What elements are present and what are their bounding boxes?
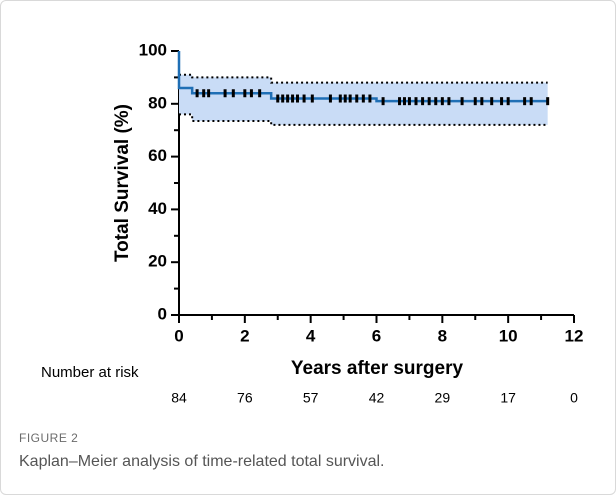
- censor-mark: [310, 94, 314, 103]
- censor-mark: [480, 97, 484, 106]
- x-axis-label: Years after surgery: [291, 358, 464, 379]
- censor-mark: [202, 89, 206, 98]
- censor-mark: [529, 97, 533, 106]
- censor-mark: [296, 94, 299, 103]
- censor-mark: [243, 89, 247, 98]
- x-tick-label: 10: [499, 326, 518, 345]
- censor-mark: [328, 94, 332, 103]
- at-risk-count: 42: [369, 390, 385, 406]
- figure-label: FIGURE 2: [19, 431, 79, 445]
- censor-mark: [506, 97, 510, 106]
- at-risk-count: 57: [303, 390, 319, 406]
- censor-mark: [490, 97, 494, 106]
- censor-mark: [355, 94, 359, 103]
- censor-mark: [302, 94, 306, 103]
- censor-mark: [258, 89, 262, 98]
- confidence-limit: [179, 73, 548, 84]
- figure-caption: Kaplan–Meier analysis of time-related to…: [19, 453, 385, 470]
- y-tick-label: 100: [139, 40, 167, 59]
- x-tick-label: 4: [306, 326, 316, 345]
- x-tick-label: 0: [174, 326, 183, 345]
- censor-mark: [447, 97, 451, 106]
- censor-mark: [546, 97, 550, 106]
- confidence-limit: [179, 113, 548, 126]
- censor-mark: [434, 97, 438, 106]
- censor-mark: [414, 97, 418, 106]
- censor-mark: [276, 94, 280, 103]
- at-risk-count: 17: [500, 390, 516, 406]
- censor-mark: [207, 89, 211, 98]
- censor-mark: [407, 97, 411, 106]
- censor-mark: [500, 97, 504, 106]
- censor-mark: [231, 89, 235, 98]
- y-tick-label: 20: [148, 252, 167, 271]
- censor-mark: [361, 94, 365, 103]
- censor-mark: [440, 97, 444, 106]
- x-tick-label: 8: [438, 326, 447, 345]
- y-tick-label: 80: [148, 93, 167, 112]
- censor-mark: [343, 94, 347, 103]
- at-risk-count: 29: [435, 390, 451, 406]
- chart: Number at risk Years after surgery Total…: [41, 40, 584, 406]
- censor-mark: [249, 89, 253, 98]
- x-tick-label: 2: [240, 326, 249, 345]
- y-tick-label: 40: [148, 199, 167, 218]
- x-tick-label: 12: [565, 326, 584, 345]
- censor-mark: [338, 94, 342, 103]
- censor-mark: [195, 89, 199, 98]
- y-axis-label: Total Survival (%): [112, 104, 133, 262]
- censor-mark: [286, 94, 290, 103]
- censor-mark: [281, 94, 285, 103]
- survival-curve: [177, 51, 548, 103]
- y-tick-label: 0: [158, 304, 167, 323]
- at-risk-count: 0: [570, 390, 578, 406]
- censor-mark: [368, 94, 372, 103]
- censor-mark: [460, 97, 464, 106]
- censor-mark: [381, 97, 385, 106]
- censor-mark: [523, 97, 527, 106]
- censor-mark: [473, 97, 477, 106]
- censor-mark: [291, 94, 295, 103]
- censor-mark: [348, 94, 352, 103]
- at-risk-count: 84: [171, 390, 187, 406]
- censor-mark: [402, 97, 406, 106]
- risk-label: Number at risk: [41, 364, 139, 381]
- y-tick-label: 60: [148, 146, 167, 165]
- censor-mark: [427, 97, 431, 106]
- x-tick-label: 6: [372, 326, 381, 345]
- censor-mark: [223, 89, 227, 98]
- censor-mark: [398, 97, 402, 106]
- censor-mark: [421, 97, 425, 106]
- at-risk-count: 76: [237, 390, 253, 406]
